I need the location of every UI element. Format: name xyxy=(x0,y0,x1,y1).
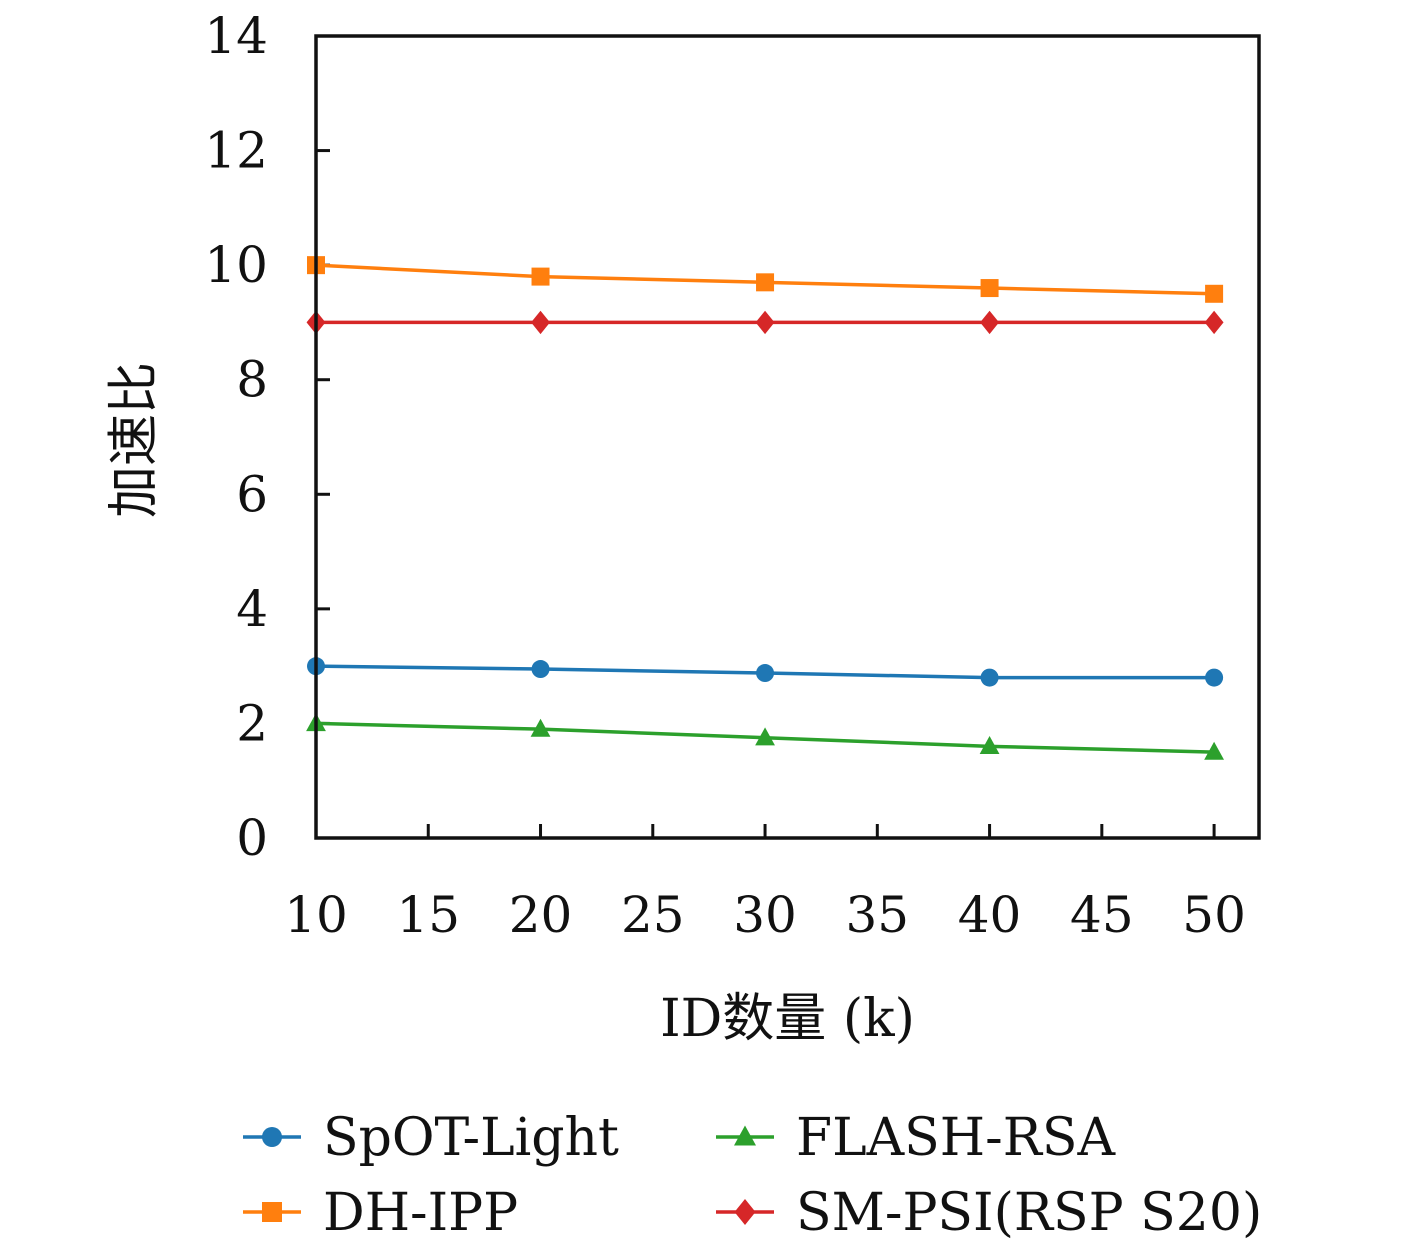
data-point xyxy=(1205,668,1224,687)
x-tick-label: 40 xyxy=(958,886,1022,944)
legend-label: DH-IPP xyxy=(323,1183,518,1243)
data-point xyxy=(531,660,550,679)
y-tick-label: 0 xyxy=(236,809,268,867)
data-point xyxy=(980,310,1000,335)
x-tick-label: 25 xyxy=(621,886,685,944)
data-point xyxy=(979,735,1000,754)
x-tick-label: 15 xyxy=(396,886,460,944)
data-point xyxy=(1204,741,1224,760)
y-tick-label: 2 xyxy=(236,694,268,752)
y-tick-label: 12 xyxy=(204,122,268,180)
series-sm-psi-rsp-s20- xyxy=(306,310,1224,335)
x-tick-label: 35 xyxy=(845,886,909,944)
y-tick-label: 10 xyxy=(204,236,268,294)
legend-label: FLASH-RSA xyxy=(796,1108,1116,1168)
series-layer xyxy=(306,256,1224,760)
y-tick-label: 8 xyxy=(236,351,268,409)
plot-frame xyxy=(314,34,1261,840)
x-tick-label: 50 xyxy=(1182,886,1246,944)
data-point xyxy=(756,273,775,292)
series-dh-ipp xyxy=(307,256,1224,303)
data-point xyxy=(980,668,999,687)
data-point xyxy=(531,267,550,286)
data-point xyxy=(755,310,775,335)
legend-entry: SpOT-Light xyxy=(243,1108,619,1168)
data-point xyxy=(530,718,551,737)
data-point xyxy=(1205,284,1224,303)
data-point xyxy=(1204,310,1224,335)
legend-marker xyxy=(262,1127,282,1147)
x-tick-label: 45 xyxy=(1070,886,1134,944)
legend-entry: DH-IPP xyxy=(243,1183,518,1243)
x-axis-ticks: 10 15 20 25 30 35 40 45 50 xyxy=(284,824,1246,944)
legend-marker xyxy=(262,1202,282,1222)
y-tick-label: 4 xyxy=(236,580,268,638)
series-flash-rsa xyxy=(306,713,1224,760)
y-tick-label: 14 xyxy=(204,7,268,65)
data-point xyxy=(980,279,999,298)
y-tick-label: 6 xyxy=(236,465,268,523)
legend-marker xyxy=(734,1125,756,1146)
y-axis-ticks: 0 2 4 6 8 10 12 14 xyxy=(204,7,330,867)
data-point xyxy=(756,664,775,683)
data-point xyxy=(755,727,775,746)
legend-label: SM-PSI(RSP S20) xyxy=(796,1183,1262,1243)
legend: SpOT-Light DH-IPP FLASH-RSA SM-PSI(RSP S20) xyxy=(243,1108,1262,1243)
legend-label: SpOT-Light xyxy=(323,1108,619,1168)
legend-entry: FLASH-RSA xyxy=(716,1108,1116,1168)
x-axis-title: ID数量 (k) xyxy=(660,989,915,1049)
data-point xyxy=(531,310,550,335)
y-axis-title: 加速比 xyxy=(105,362,165,518)
legend-entry: SM-PSI(RSP S20) xyxy=(716,1183,1262,1243)
x-tick-label: 30 xyxy=(733,886,797,944)
legend-marker xyxy=(734,1199,756,1225)
x-tick-label: 10 xyxy=(284,886,348,944)
series-spot-light xyxy=(307,657,1224,687)
x-tick-label: 20 xyxy=(509,886,573,944)
